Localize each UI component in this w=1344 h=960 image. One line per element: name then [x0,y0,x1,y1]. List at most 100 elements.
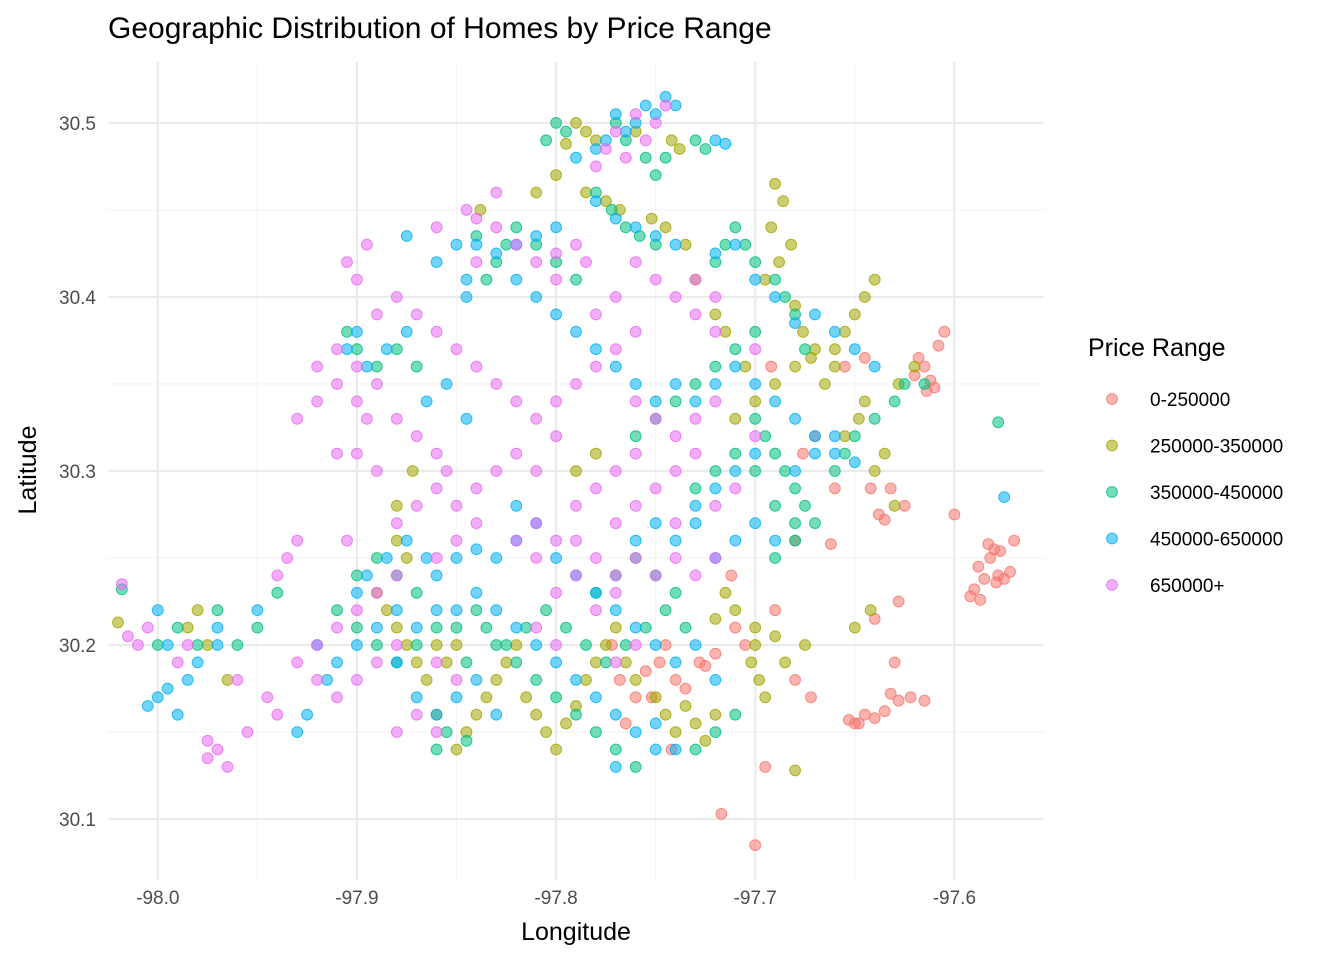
data-point [829,447,841,460]
data-point [679,682,692,695]
data-point [729,412,742,425]
data-point [351,586,363,599]
data-point [510,221,523,234]
data-point [609,621,622,634]
data-point [510,447,523,460]
data-point [590,447,602,460]
data-point [773,256,785,269]
data-point [430,639,443,651]
data-point [725,569,738,582]
data-point [709,465,722,477]
data-point [530,552,543,564]
data-point [759,691,772,704]
data-point [600,639,612,651]
data-point [530,230,543,242]
legend-label: 350000-450000 [1150,483,1283,504]
data-point [281,552,294,564]
data-point [848,456,861,469]
data-point [161,682,174,695]
data-point [390,621,403,634]
data-point [689,717,702,730]
data-point [739,360,752,373]
data-point [679,238,692,251]
data-point [992,416,1005,429]
data-point [649,517,662,530]
data-point [629,378,642,390]
data-point [709,552,722,564]
data-point [809,517,821,530]
data-point [460,204,473,216]
data-point [609,360,622,373]
data-point [789,534,801,547]
data-point [753,674,766,686]
data-point [659,221,672,234]
data-point [430,656,443,669]
data-point [769,630,781,643]
data-point [510,395,523,408]
data-point [689,569,702,582]
data-point [629,447,642,460]
data-point [709,378,722,390]
data-point [749,447,762,460]
data-point [709,308,722,321]
data-point [785,238,797,251]
data-point [729,708,742,721]
data-point [141,700,154,712]
data-point [410,656,423,669]
legend-items: 0-250000 250000-350000 350000-450000 450000… [1106,390,1283,597]
data-point [872,508,885,521]
data-point [729,621,742,634]
data-point [609,108,622,121]
data-point [570,499,582,512]
data-point [341,343,353,356]
data-point [151,691,164,704]
data-point [719,586,732,599]
data-point [460,734,473,747]
y-tick-label: 30.5 [59,114,96,135]
data-point [470,212,483,225]
data-point [932,339,945,352]
data-point [689,378,702,390]
data-point [1008,534,1020,547]
data-point [570,378,582,390]
data-point [390,569,403,582]
data-point [609,343,622,356]
data-point [749,378,762,390]
data-point [590,160,602,173]
data-point [500,656,513,669]
data-point [689,134,702,147]
data-point [848,308,861,321]
data-point [609,708,622,721]
data-point [380,343,393,356]
data-point [331,691,343,704]
data-point [609,125,622,138]
data-point [729,465,742,477]
data-point [749,465,762,477]
data-point [470,256,483,269]
data-point [390,343,403,356]
data-point [420,395,433,408]
data-point [659,604,672,617]
data-point [241,726,254,738]
data-point [769,552,781,564]
x-tick-label: -98.0 [136,888,179,909]
data-point [829,465,841,477]
legend-key [1106,393,1118,405]
data-point [884,482,897,495]
data-point [769,177,781,190]
data-point [271,569,284,582]
data-point [440,465,453,477]
data-point [629,726,642,738]
data-point [639,99,652,112]
data-point [540,134,552,147]
data-point [769,395,781,408]
data-point [709,247,722,260]
data-point [609,212,622,225]
data-point [709,674,722,686]
data-point [649,482,662,495]
data-point [759,430,772,443]
data-point [580,674,592,686]
data-point [609,656,622,669]
data-point [709,482,722,495]
data-point [530,412,543,425]
